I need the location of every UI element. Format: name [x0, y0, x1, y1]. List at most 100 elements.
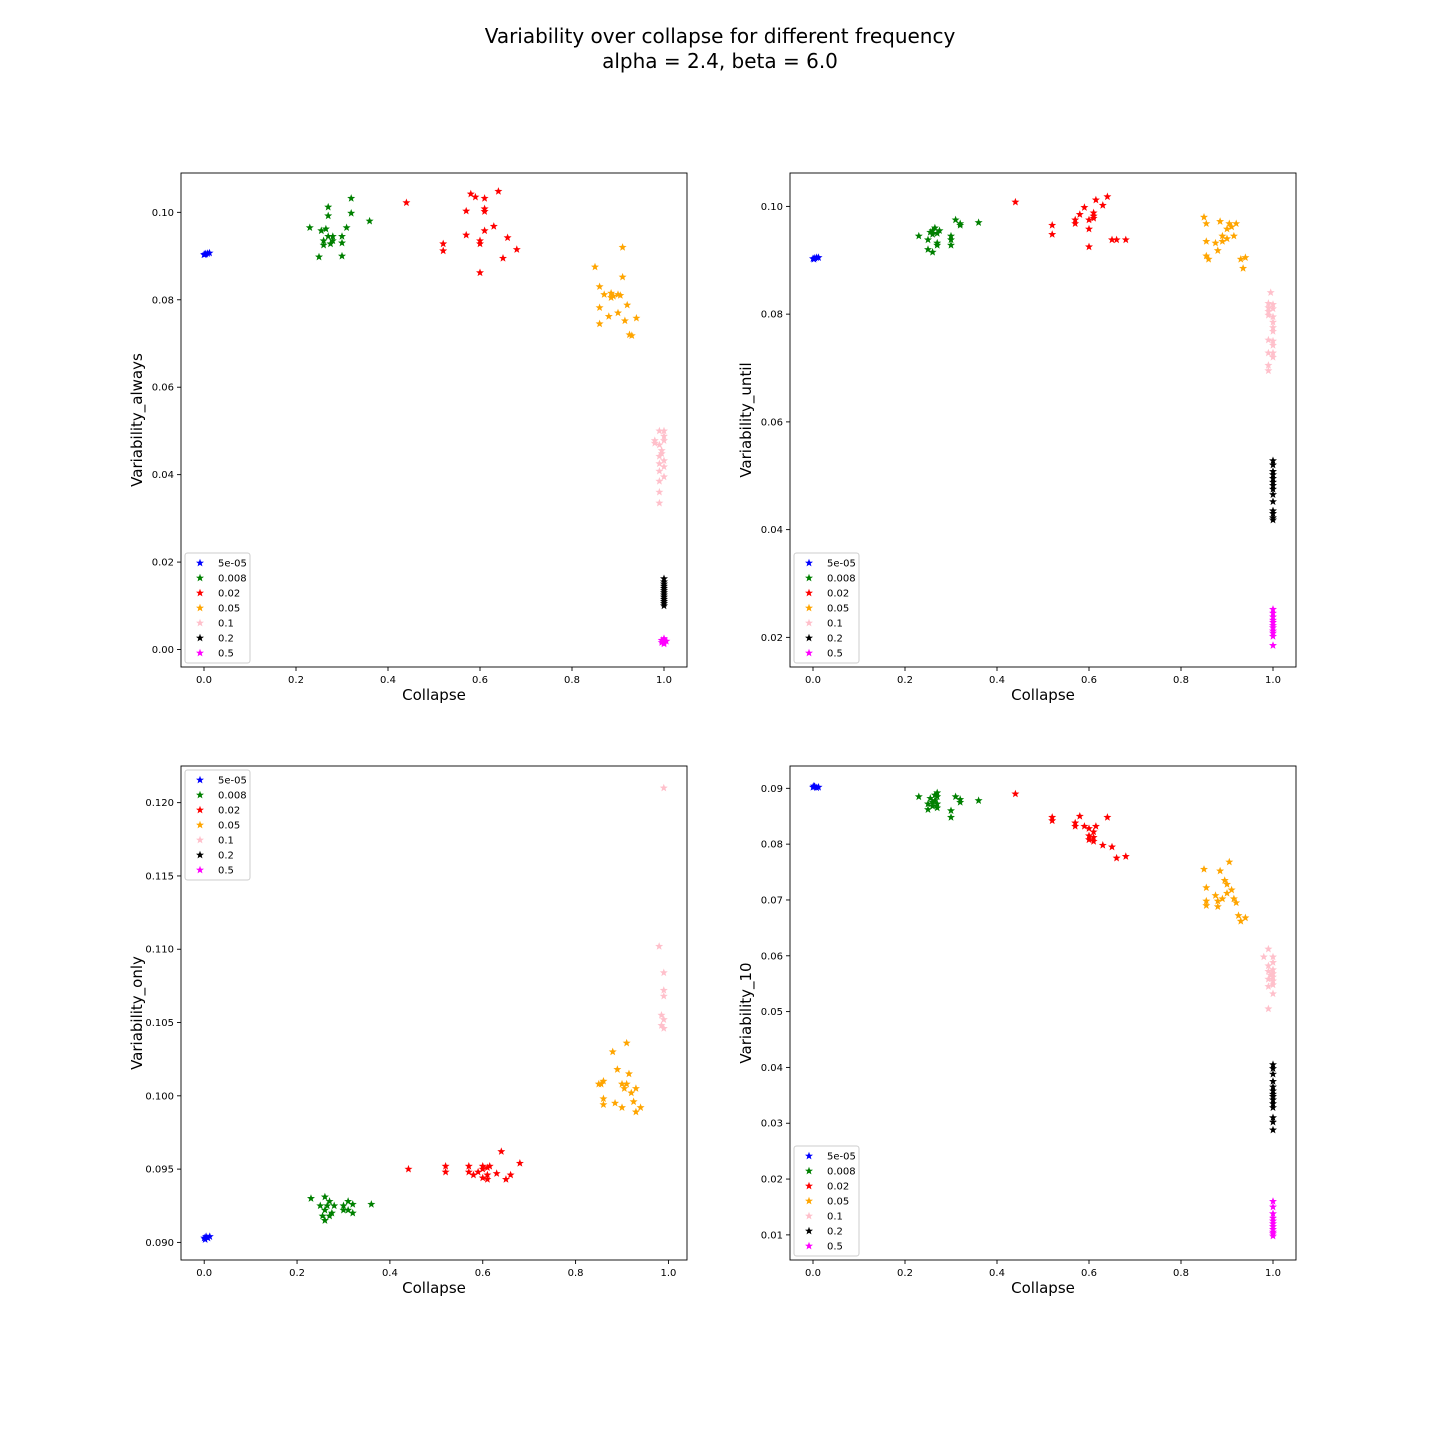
data-point — [469, 1170, 478, 1179]
legend-marker — [805, 1181, 813, 1190]
axes-frame — [789, 765, 1297, 1261]
data-point — [1213, 902, 1222, 911]
data-point — [1264, 361, 1273, 369]
legend-label: 0.2 — [827, 1227, 843, 1238]
data-point — [317, 226, 326, 235]
data-point — [659, 1024, 668, 1032]
data-point — [499, 254, 507, 262]
data-point — [1202, 219, 1211, 228]
subplot-until: 0.0 0.2 0.4 0.6 0.8 1.0 0.02 0.04 0.06 0.08 0.10 Co… — [737, 172, 1297, 704]
y-tick-label: 0.04 — [761, 1063, 783, 1074]
y-tick-label: 0.08 — [761, 840, 783, 851]
data-point — [1211, 238, 1220, 247]
data-point — [935, 226, 944, 235]
x-tick-label: 0.0 — [805, 675, 821, 686]
y-tick-label: 0.07 — [761, 895, 783, 906]
legend-entry: 0.02 — [196, 589, 240, 600]
axes-frame — [180, 172, 688, 668]
legend-entry: 0.008 — [196, 574, 247, 585]
data-point — [1216, 217, 1225, 225]
x-tick-label: 1.0 — [660, 1268, 676, 1279]
legend-label: 0.008 — [827, 1167, 856, 1178]
data-point — [1085, 242, 1093, 251]
data-point — [1085, 215, 1093, 224]
legend-entry: 0.008 — [805, 1167, 856, 1178]
data-point — [1085, 835, 1093, 844]
data-point — [924, 805, 932, 813]
data-point — [1232, 219, 1241, 228]
data-point — [1264, 348, 1273, 357]
data-point — [483, 1175, 492, 1183]
legend-entry: 0.2 — [196, 851, 234, 862]
data-point — [607, 293, 616, 301]
data-point — [947, 813, 955, 821]
data-point — [1089, 208, 1098, 217]
legend-label: 0.5 — [218, 866, 234, 877]
data-point — [1048, 230, 1057, 238]
data-point — [1089, 214, 1098, 222]
data-point — [466, 189, 475, 198]
data-point — [928, 801, 937, 810]
data-point — [1269, 485, 1277, 493]
legend-marker — [196, 558, 204, 567]
data-point — [1269, 980, 1277, 989]
legend-entry: 0.1 — [805, 1212, 843, 1223]
legend-entry: 0.05 — [196, 821, 240, 832]
data-point — [1269, 1117, 1277, 1126]
data-point — [1227, 222, 1236, 231]
data-point — [1220, 876, 1229, 884]
y-tick-label: 0.105 — [145, 1018, 174, 1029]
y-tick-label: 0.095 — [145, 1165, 174, 1176]
data-point — [1091, 195, 1100, 204]
data-point — [655, 477, 664, 485]
x-tick-label: 0.8 — [568, 1268, 584, 1279]
data-point — [1085, 824, 1093, 832]
legend-marker — [196, 648, 204, 657]
data-point — [1223, 889, 1231, 897]
data-point — [1266, 288, 1275, 296]
data-point — [1071, 219, 1080, 228]
legend-marker — [196, 805, 204, 814]
subplot-only: 0.0 0.2 0.4 0.6 0.8 1.0 0.090 0.095 0.100 0.105 0.… — [128, 765, 688, 1297]
data-point — [613, 1065, 622, 1073]
data-point — [480, 207, 489, 215]
legend-label: 0.2 — [218, 634, 234, 645]
data-point — [320, 1205, 329, 1214]
legend-entry: 0.5 — [805, 649, 843, 660]
legend-marker — [196, 790, 204, 799]
data-point — [657, 638, 666, 646]
data-point — [1121, 852, 1130, 860]
data-point — [1269, 1231, 1277, 1240]
y-tick-label: 0.110 — [145, 945, 174, 956]
data-point — [616, 291, 625, 299]
x-tick-label: 1.0 — [656, 675, 672, 686]
legend-marker — [805, 1151, 813, 1160]
y-tick-label: 0.120 — [145, 798, 174, 809]
legend-marker — [805, 1226, 813, 1235]
data-point — [814, 253, 823, 261]
data-point — [924, 799, 932, 808]
data-point — [1269, 1064, 1277, 1072]
legend: 5e-05 0.008 0.02 0.05 0.1 0.2 0.5 — [184, 769, 251, 881]
data-point — [611, 1098, 620, 1107]
legend-label: 0.02 — [218, 589, 240, 600]
y-tick-label: 0.10 — [761, 202, 783, 213]
legend-marker — [805, 1241, 813, 1250]
legend-entry: 0.05 — [196, 604, 240, 615]
y-tick-label: 0.02 — [761, 1175, 783, 1186]
data-point — [441, 1167, 450, 1176]
data-point — [631, 1107, 640, 1116]
data-point — [1202, 883, 1211, 892]
data-point — [476, 239, 484, 248]
data-point — [365, 216, 374, 225]
axes-frame — [789, 172, 1297, 668]
data-point — [660, 431, 668, 440]
data-point — [305, 223, 314, 232]
data-point — [604, 312, 613, 320]
legend: 5e-05 0.008 0.02 0.05 0.1 0.2 0.5 — [793, 552, 860, 664]
data-point — [315, 252, 323, 261]
data-point — [480, 194, 489, 202]
plot-area — [181, 766, 687, 1260]
data-points — [200, 783, 668, 1243]
y-axis-label: Variability_10 — [737, 962, 756, 1063]
